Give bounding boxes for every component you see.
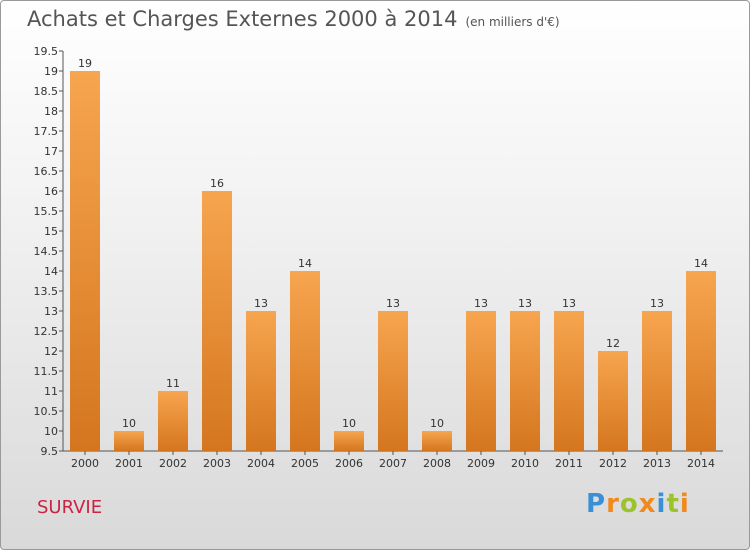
y-tick-label: 16 [44,185,58,198]
data-label: 11 [166,377,180,390]
proxiti-logo[interactable]: Proxiti [586,489,690,519]
chart-subtitle: (en milliers d'€) [465,15,560,29]
x-tick-label: 2011 [555,457,583,470]
data-label: 19 [78,57,92,70]
data-label: 10 [430,417,444,430]
y-tick-label: 17.5 [34,125,59,138]
bar [642,311,672,451]
data-label: 14 [694,257,708,270]
y-tick-label: 14 [44,265,58,278]
data-label: 13 [562,297,576,310]
y-tick-label: 10 [44,425,58,438]
logo-letter: r [606,489,620,519]
data-label: 14 [298,257,312,270]
bar [598,351,628,451]
logo-letter: i [679,489,690,519]
data-labels: 19 10 11 16 13 14 10 13 10 13 13 13 12 13 14 [78,57,708,430]
bar [158,391,188,451]
bar [510,311,540,451]
y-tick-label: 15 [44,225,58,238]
y-tick-label: 9.5 [41,445,59,458]
y-tick-label: 14.5 [34,245,59,258]
x-tick-label: 2008 [423,457,451,470]
x-tick-label: 2002 [159,457,187,470]
chart-title: Achats et Charges Externes 2000 à 2014 (e… [27,7,560,31]
x-tick-label: 2013 [643,457,671,470]
bar [246,311,276,451]
commune-name: SURVIE [37,497,103,518]
logo-letter: P [586,489,607,519]
logo-letter: t [666,489,680,519]
y-tick-label: 13 [44,305,58,318]
x-tick-label: 2012 [599,457,627,470]
logo-letter: i [656,489,667,519]
data-label: 13 [386,297,400,310]
x-tick-label: 2007 [379,457,407,470]
bar [554,311,584,451]
y-tick-label: 15.5 [34,205,59,218]
bar [422,431,452,451]
bar [114,431,144,451]
data-label: 16 [210,177,224,190]
bars [70,71,716,451]
y-tick-label: 19.5 [34,45,59,58]
bar [202,191,232,451]
data-label: 10 [122,417,136,430]
bar [334,431,364,451]
x-tick-label: 2001 [115,457,143,470]
y-tick-label: 11 [44,385,58,398]
y-tick-label: 18.5 [34,85,59,98]
bar [70,71,100,451]
x-tick-label: 2000 [71,457,99,470]
data-label: 13 [254,297,268,310]
y-tick-label: 16.5 [34,165,59,178]
y-tick-label: 13.5 [34,285,59,298]
bar [686,271,716,451]
logo-letter: o [619,489,639,519]
data-label: 13 [518,297,532,310]
data-label: 12 [606,337,620,350]
x-tick-label: 2010 [511,457,539,470]
x-tick-label: 2003 [203,457,231,470]
logo-letter: x [638,489,657,519]
x-tick-label: 2009 [467,457,495,470]
y-tick-label: 12.5 [34,325,59,338]
y-tick-label: 17 [44,145,58,158]
axes: 9.5 10 10.5 11 11.5 12 12.5 13 13.5 14 14.5 15 15.5 1… [34,45,723,470]
y-tick-label: 11.5 [34,365,59,378]
bar [290,271,320,451]
x-tick-label: 2006 [335,457,363,470]
data-label: 10 [342,417,356,430]
y-tick-label: 19 [44,65,58,78]
x-tick-label: 2005 [291,457,319,470]
y-tick-label: 12 [44,345,58,358]
x-tick-label: 2014 [687,457,715,470]
bar [378,311,408,451]
bar [466,311,496,451]
chart-title-text: Achats et Charges Externes 2000 à 2014 [27,7,458,31]
data-label: 13 [474,297,488,310]
y-tick-label: 10.5 [34,405,59,418]
data-label: 13 [650,297,664,310]
x-tick-label: 2004 [247,457,275,470]
y-tick-label: 18 [44,105,58,118]
